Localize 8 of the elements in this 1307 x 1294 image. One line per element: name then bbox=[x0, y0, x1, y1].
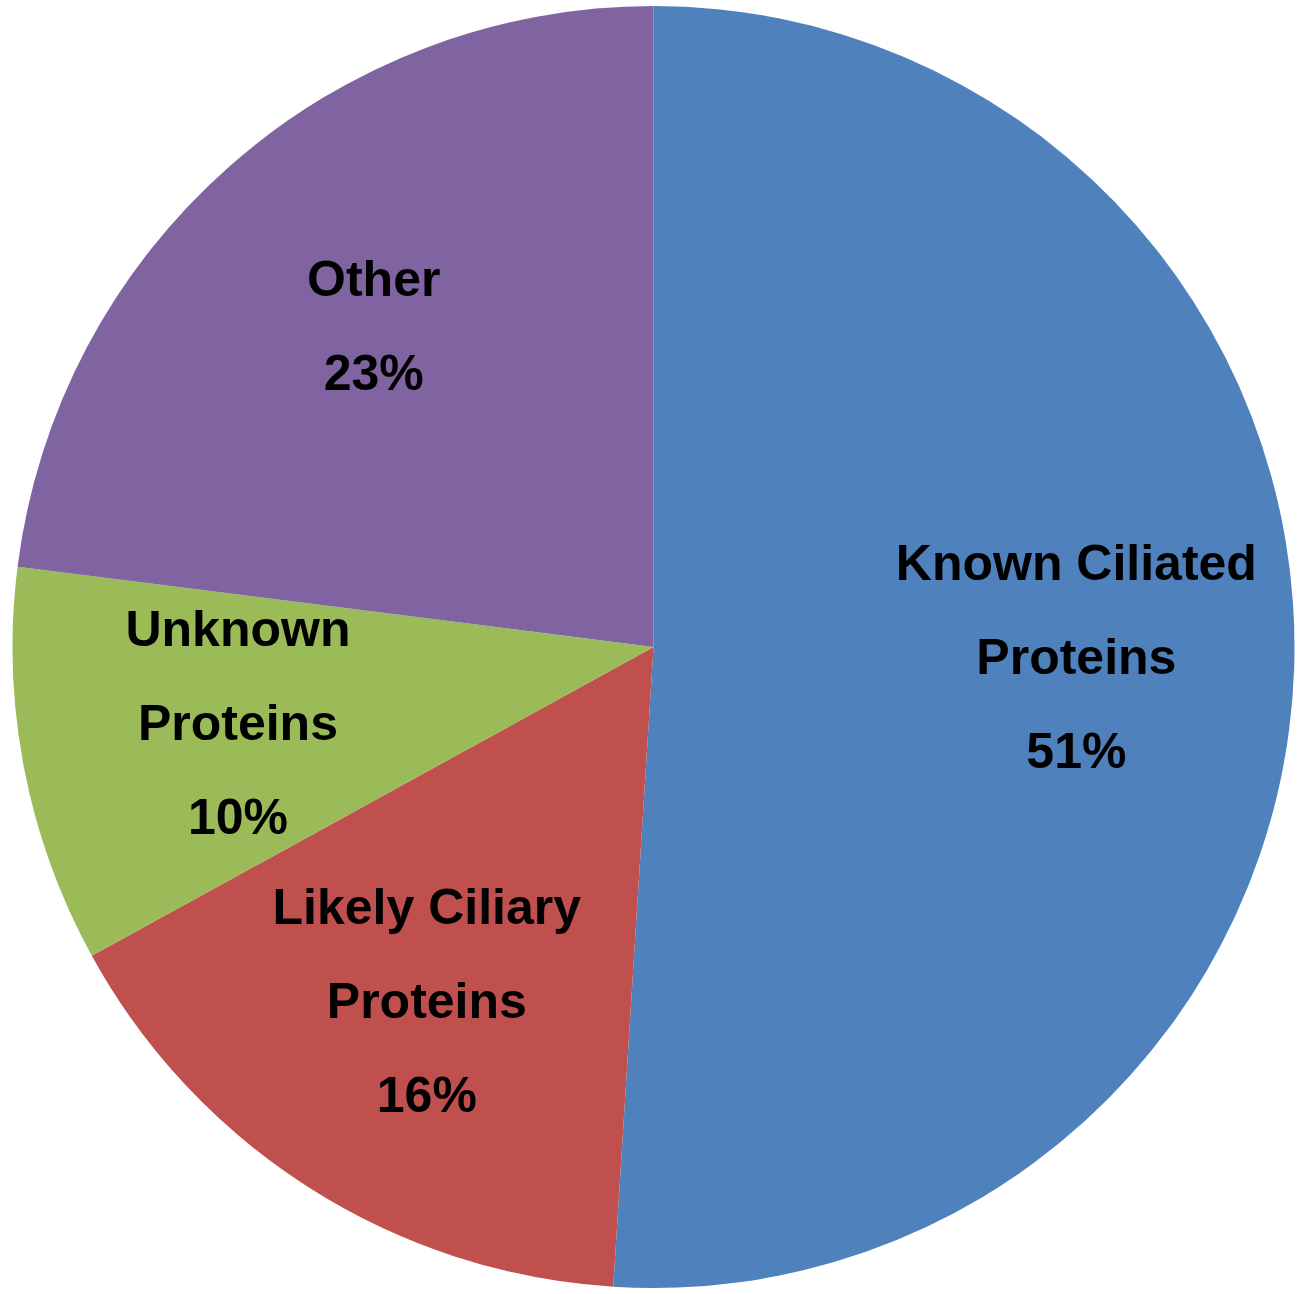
data-label: 10% bbox=[187, 789, 288, 846]
data-label: 23% bbox=[323, 345, 424, 402]
slice-label: Likely Ciliary Proteins bbox=[272, 878, 582, 1029]
data-label: 16% bbox=[376, 1066, 477, 1123]
slice-label: Unknown Proteins bbox=[125, 601, 351, 752]
slice-label: Other bbox=[307, 251, 441, 308]
slice-label: Known Ciliated Proteins bbox=[895, 535, 1257, 686]
data-label: 51% bbox=[1026, 723, 1127, 780]
